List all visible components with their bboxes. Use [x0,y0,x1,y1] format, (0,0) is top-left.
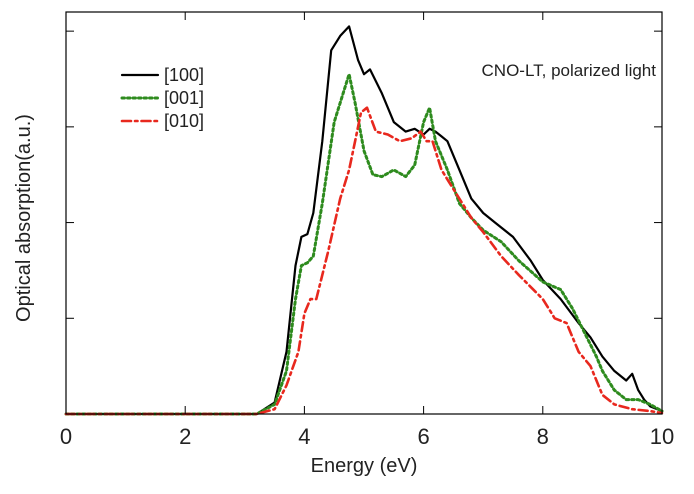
x-tick-label: 10 [650,424,674,449]
series-line-2 [64,106,664,416]
chart-annotation: CNO-LT, polarized light [482,61,657,80]
axis-layer: 0 2 4 6 8 10 [60,12,674,449]
x-axis-label: Energy (eV) [311,455,418,477]
series-layer [64,25,664,416]
x-tick-label: 4 [298,424,310,449]
x-tick-label: 0 [60,424,72,449]
series-line-1 [64,72,664,416]
legend-label-0: [100] [164,65,204,85]
legend-label-1: [001] [164,88,204,108]
x-tick-label: 8 [537,424,549,449]
x-tick-label: 2 [179,424,191,449]
plot-frame [65,11,663,415]
legend: [100] [001] [010] [120,65,204,131]
y-axis-label: Optical absorption(a.u.) [13,114,35,322]
legend-label-2: [010] [164,111,204,131]
x-tick-label: 6 [417,424,429,449]
